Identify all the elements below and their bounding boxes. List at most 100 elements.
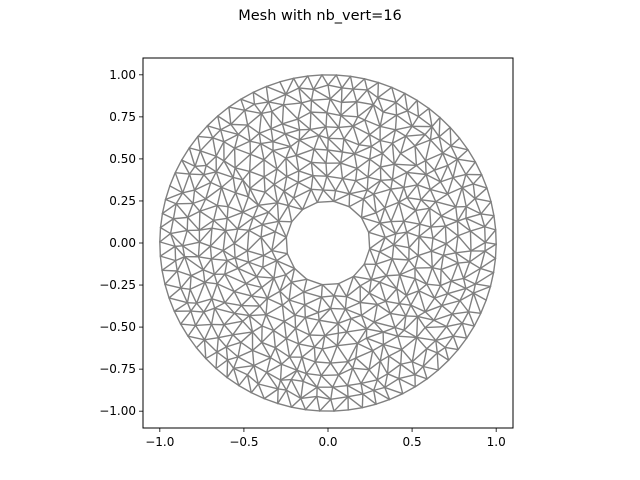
mesh-edge [433, 152, 444, 171]
mesh-edge [212, 129, 222, 139]
mesh-edge [375, 212, 381, 224]
mesh-edge [465, 217, 472, 232]
mesh-edge [336, 345, 349, 363]
mesh-edge [273, 277, 281, 292]
mesh-edge [265, 304, 284, 316]
mesh-edge [314, 348, 324, 363]
mesh-edge [385, 275, 398, 290]
mesh-edge [183, 255, 192, 277]
mesh-edge [403, 329, 418, 339]
mesh-edge [195, 347, 207, 360]
mesh-edge [408, 259, 416, 269]
mesh-edge [418, 226, 432, 238]
mesh-edge [433, 297, 443, 307]
mesh-edge [280, 356, 291, 365]
mesh-edge [250, 295, 261, 307]
mesh-edge [472, 283, 477, 294]
mesh-edge [324, 332, 340, 337]
mesh-edge [271, 249, 289, 255]
mesh-edge [186, 288, 191, 304]
mesh-edge [332, 200, 350, 208]
mesh-edge [417, 107, 430, 118]
mesh-edge [306, 278, 324, 286]
x-tick-label: 0.0 [318, 435, 337, 449]
mesh-edge [304, 408, 321, 412]
mesh-edge [300, 386, 318, 400]
mesh-edge [181, 159, 196, 168]
mesh-edge [366, 189, 375, 195]
mesh-edge [261, 314, 267, 327]
mesh-edge [467, 292, 475, 313]
mesh-edge [174, 171, 191, 175]
mesh-edge [257, 204, 270, 213]
mesh-edge [169, 185, 184, 194]
mesh-edge [175, 192, 184, 205]
mesh-edge [353, 153, 358, 170]
mesh-edge [414, 378, 428, 388]
mesh-edge [426, 369, 439, 380]
mesh-edge [276, 190, 285, 204]
mesh-edge [398, 363, 402, 380]
mesh-edge [198, 227, 213, 231]
mesh-edge [391, 171, 408, 181]
mesh-edge [298, 134, 320, 141]
mesh-edge [314, 361, 322, 377]
mesh-edge [329, 362, 340, 376]
mesh-edge [369, 152, 384, 160]
mesh-edge [190, 269, 204, 277]
mesh-edge [188, 165, 196, 175]
mesh-edge [351, 367, 362, 385]
mesh-edge [367, 231, 371, 250]
mesh-edge [210, 258, 216, 276]
mesh-edge [298, 161, 313, 172]
mesh-edge [280, 363, 298, 371]
mesh-edge [465, 205, 482, 215]
mesh-edge [414, 145, 418, 167]
mesh-edge [406, 196, 417, 212]
mesh-edge [230, 123, 239, 136]
mesh-edge [197, 256, 213, 260]
mesh-edge [261, 223, 276, 233]
mesh-edge [405, 133, 426, 137]
mesh-edge [417, 235, 420, 257]
mesh-edge [217, 324, 225, 339]
mesh-edge [391, 142, 402, 155]
mesh-edge [281, 304, 296, 316]
mesh-edge [433, 284, 442, 299]
mesh-edge [261, 211, 270, 226]
mesh-edge [363, 78, 369, 91]
mesh-edge [288, 356, 298, 371]
mesh-edge [270, 123, 284, 130]
mesh-edge [333, 409, 349, 412]
mesh-edge [368, 133, 372, 148]
mesh-edge [325, 112, 328, 128]
mesh-edge [384, 386, 391, 401]
mesh-edge [429, 139, 444, 154]
mesh-edge [190, 310, 205, 313]
mesh-edge [211, 227, 227, 232]
y-tick-label: −0.25 [99, 278, 136, 292]
mesh-edge [294, 314, 307, 319]
mesh-edge [366, 89, 379, 99]
mesh-edge [439, 181, 449, 195]
mesh-edge [169, 232, 184, 247]
mesh-edge [456, 158, 467, 176]
mesh-edge [438, 126, 451, 138]
mesh-edge [159, 245, 176, 257]
mesh-edge [161, 198, 167, 215]
mesh-edge [246, 250, 250, 263]
mesh-edge [347, 357, 357, 363]
mesh-edge [304, 395, 318, 411]
mesh-edge [274, 337, 288, 349]
mesh-edge [430, 250, 445, 257]
mesh-edge [398, 201, 405, 222]
mesh-edge [274, 231, 288, 239]
mesh-edge [403, 171, 408, 189]
mesh-edge [424, 159, 427, 176]
mesh-edge [340, 88, 354, 104]
mesh-edge [237, 356, 255, 367]
mesh-edge [216, 283, 235, 293]
mesh-edge [263, 176, 266, 193]
mesh-edge [403, 209, 417, 222]
mesh-edge [253, 356, 272, 367]
